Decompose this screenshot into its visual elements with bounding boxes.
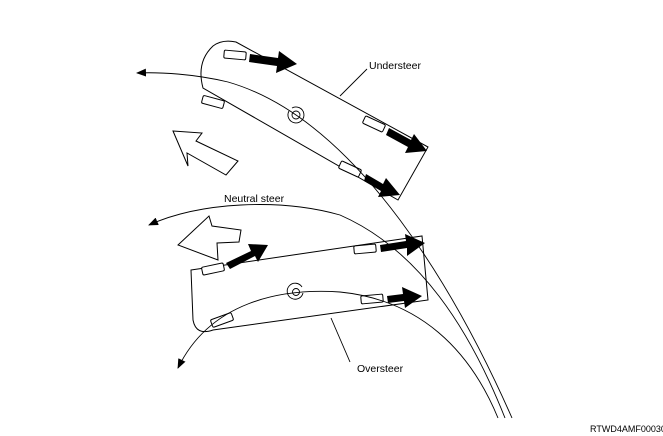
neutral-trajectory bbox=[148, 204, 506, 419]
oversteer-label: Oversteer bbox=[357, 363, 404, 375]
understeer-force-arrow-2 bbox=[386, 128, 427, 153]
understeer-wheel-rear-right bbox=[338, 160, 362, 178]
understeer-trajectory bbox=[136, 68, 513, 419]
understeer-force-arrow-3 bbox=[364, 174, 400, 197]
oversteer-wheel-front-left bbox=[201, 262, 225, 276]
oversteer-wheel-rear-left bbox=[210, 312, 234, 328]
oversteer-rotation-icon bbox=[286, 282, 304, 300]
understeer-rotation-icon bbox=[287, 106, 305, 124]
understeer-wheel-front-left bbox=[223, 49, 247, 61]
understeer-force-arrow-1 bbox=[249, 51, 297, 73]
figure-code: RTWD4AMF000301 bbox=[590, 424, 663, 434]
oversteer-force-arrow-1 bbox=[226, 244, 268, 269]
oversteer-leader-line bbox=[330, 317, 351, 363]
oversteer-trajectory bbox=[177, 290, 499, 419]
turn-direction-arrow-upper bbox=[172, 130, 239, 176]
neutral-steer-label: Neutral steer bbox=[224, 193, 285, 205]
oversteer-force-arrow-3 bbox=[387, 287, 422, 308]
understeer-vehicle bbox=[200, 40, 429, 201]
understeer-leader-line bbox=[339, 68, 368, 97]
oversteer-vehicle-body bbox=[190, 235, 429, 333]
oversteer-wheel-front-right bbox=[353, 243, 377, 255]
understeer-label: Understeer bbox=[369, 60, 421, 72]
understeer-center-point bbox=[291, 110, 301, 120]
understeer-vehicle-body bbox=[200, 40, 429, 201]
understeer-wheel-rear-left bbox=[201, 95, 225, 109]
understeer-wheel-front-right bbox=[362, 115, 386, 133]
oversteer-vehicle bbox=[190, 234, 429, 333]
turn-direction-arrow-lower bbox=[177, 215, 242, 261]
